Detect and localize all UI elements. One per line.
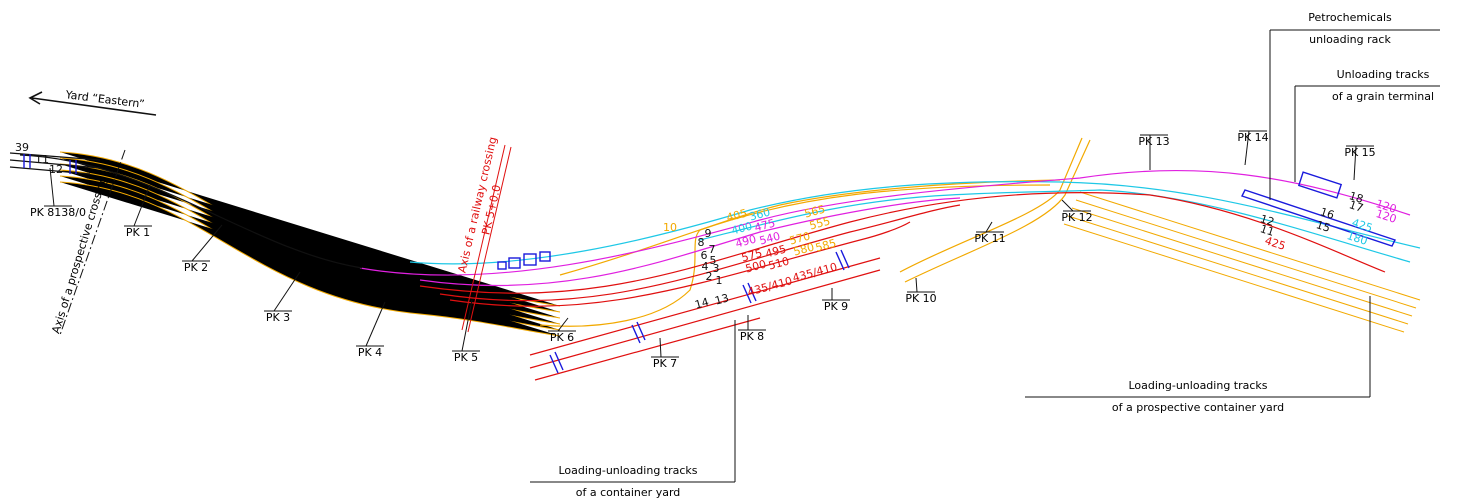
track-label: 435/410: [791, 260, 839, 284]
picket-label: PK 6: [550, 331, 574, 344]
picket-stroke: [660, 338, 661, 357]
picket-label: PK 13: [1138, 135, 1169, 148]
red-tracks: [420, 193, 1385, 380]
picket-label: PK 15: [1344, 146, 1375, 159]
track-label: 2: [706, 270, 713, 283]
picket-label: PK 11: [974, 232, 1005, 245]
track-label: 8: [698, 236, 705, 249]
picket-label: PK 14: [1237, 131, 1268, 144]
picket-label: PK 8138/0: [30, 206, 86, 219]
track-label: 13: [713, 291, 730, 307]
track-label: 12: [49, 163, 63, 176]
picket-stroke: [366, 302, 385, 346]
callout-text: of a prospective container yard: [1112, 401, 1284, 414]
picket-label: PK 10: [905, 292, 936, 305]
callout-text: of a container yard: [576, 486, 681, 499]
picket-label: PK 2: [184, 261, 208, 274]
picket-stroke: [1062, 200, 1073, 211]
callout-text: Loading-unloading tracks: [1128, 379, 1267, 392]
picket-label: PK 12: [1061, 211, 1092, 224]
track-label: 17: [1347, 198, 1364, 215]
track-label: 11: [35, 153, 49, 166]
picket-label: PK 3: [266, 311, 290, 324]
track-label: 585: [814, 237, 838, 255]
picket-label: PK 4: [358, 346, 382, 359]
picket-label: PK 9: [824, 300, 848, 313]
picket-label: PK 1: [126, 226, 150, 239]
picket-label: PK 8: [740, 330, 764, 343]
track-label: 1: [716, 274, 723, 287]
track-label: 39: [15, 141, 29, 154]
track-label: 425: [1263, 234, 1287, 253]
picket-label: PK 7: [653, 357, 677, 370]
picket-stroke: [274, 272, 300, 311]
track-label: 435/410: [746, 274, 794, 298]
callout-text: Loading-unloading tracks: [558, 464, 697, 477]
track-label: 14: [693, 295, 710, 311]
callout-text: unloading rack: [1309, 33, 1391, 46]
callout-leader: [530, 320, 735, 482]
track-plan: Yard “Eastern” Axis of a prospective cro…: [0, 0, 1458, 501]
axis-label: Axis of a prospective crossing: [49, 175, 109, 336]
track-label: 9: [705, 227, 712, 240]
picket-stroke: [558, 318, 568, 331]
callout-text: of a grain terminal: [1332, 90, 1434, 103]
callout-text: Unloading tracks: [1337, 68, 1430, 81]
callout-text: Petrochemicals: [1308, 11, 1392, 24]
picket-label: PK 5: [454, 351, 478, 364]
picket-stroke: [916, 278, 917, 292]
track-label: 15: [1314, 218, 1331, 235]
track-label: 10: [663, 221, 677, 234]
